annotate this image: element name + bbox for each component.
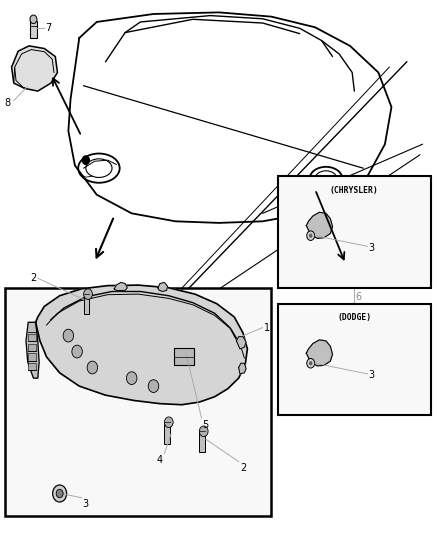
Polygon shape bbox=[239, 364, 246, 374]
Bar bbox=[30, 21, 37, 38]
Text: 3: 3 bbox=[369, 243, 375, 253]
Text: 3: 3 bbox=[82, 499, 88, 509]
Circle shape bbox=[53, 485, 67, 502]
Circle shape bbox=[87, 361, 98, 374]
Circle shape bbox=[82, 156, 89, 165]
Bar bbox=[164, 424, 170, 443]
Text: 1: 1 bbox=[264, 322, 270, 333]
Text: 8: 8 bbox=[4, 98, 11, 108]
Bar bbox=[84, 295, 89, 314]
Bar bbox=[174, 349, 194, 366]
Circle shape bbox=[309, 233, 312, 238]
Bar bbox=[278, 304, 431, 415]
Circle shape bbox=[199, 426, 208, 437]
Polygon shape bbox=[114, 282, 127, 290]
Polygon shape bbox=[35, 285, 247, 405]
Circle shape bbox=[307, 231, 314, 240]
Polygon shape bbox=[237, 337, 246, 349]
Bar bbox=[28, 334, 36, 342]
Circle shape bbox=[63, 329, 74, 342]
Circle shape bbox=[164, 417, 173, 427]
Circle shape bbox=[307, 359, 314, 368]
Polygon shape bbox=[306, 212, 332, 238]
Circle shape bbox=[148, 379, 159, 392]
Text: (CHRYSLER): (CHRYSLER) bbox=[330, 185, 379, 195]
Bar bbox=[278, 176, 431, 288]
Circle shape bbox=[309, 361, 312, 366]
Text: 5: 5 bbox=[202, 419, 208, 430]
Text: 2: 2 bbox=[240, 463, 246, 473]
Text: (DODGE): (DODGE) bbox=[337, 313, 371, 322]
Polygon shape bbox=[12, 46, 57, 91]
Polygon shape bbox=[158, 282, 167, 292]
Bar bbox=[28, 363, 36, 370]
Circle shape bbox=[84, 289, 92, 300]
Bar bbox=[199, 432, 205, 451]
Bar bbox=[28, 353, 36, 361]
Polygon shape bbox=[26, 322, 39, 378]
Circle shape bbox=[30, 15, 37, 23]
Text: 6: 6 bbox=[355, 292, 361, 302]
Text: 7: 7 bbox=[45, 23, 52, 34]
Text: 2: 2 bbox=[30, 273, 36, 283]
Circle shape bbox=[127, 372, 137, 384]
Circle shape bbox=[72, 345, 82, 358]
Bar bbox=[5, 288, 272, 516]
Bar bbox=[28, 344, 36, 351]
Text: 3: 3 bbox=[369, 370, 375, 381]
Text: 4: 4 bbox=[157, 455, 163, 465]
Circle shape bbox=[56, 489, 63, 498]
Polygon shape bbox=[306, 340, 332, 366]
